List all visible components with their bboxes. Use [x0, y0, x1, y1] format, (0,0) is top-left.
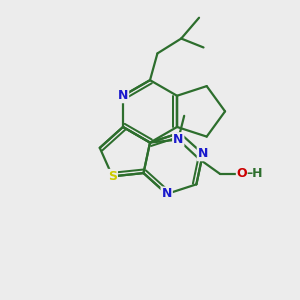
Text: N: N — [161, 188, 172, 200]
Text: N: N — [118, 89, 128, 102]
Text: S: S — [108, 170, 117, 183]
Text: N: N — [198, 147, 208, 160]
Text: O: O — [237, 167, 248, 180]
Text: N: N — [173, 133, 183, 146]
Text: –H: –H — [246, 167, 263, 180]
